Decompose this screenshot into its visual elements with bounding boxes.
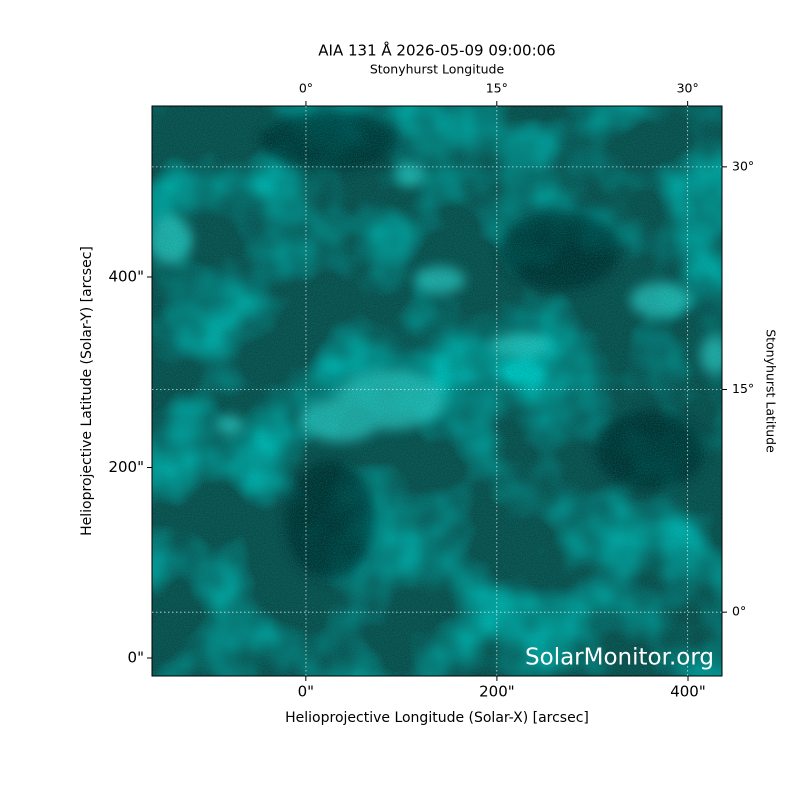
x-tick-label: 0" xyxy=(298,683,314,701)
watermark: SolarMonitor.org xyxy=(525,645,714,671)
x2-tick-label: 0° xyxy=(299,81,313,96)
y-tick-label: 400" xyxy=(108,267,144,285)
solar-image xyxy=(152,106,722,676)
x2-tick-label: 15° xyxy=(486,81,508,96)
y2-tick-label: 30° xyxy=(732,158,754,173)
x2-tick-label: 30° xyxy=(677,81,699,96)
y2-tick-label: 15° xyxy=(732,381,754,396)
x2-axis-label: Stonyhurst Longitude xyxy=(370,62,505,77)
chart-title: AIA 131 Å 2026-05-09 09:00:06 xyxy=(318,41,555,60)
x-tick-label: 200" xyxy=(479,683,515,701)
y-axis-label: Helioprojective Latitude (Solar-Y) [arcs… xyxy=(79,246,95,536)
y-tick-label: 200" xyxy=(108,458,144,476)
x-tick-label: 400" xyxy=(670,683,706,701)
y2-tick-label: 0° xyxy=(732,604,746,619)
y-tick-label: 0" xyxy=(128,648,144,666)
y2-axis-label: Stonyhurst Latitude xyxy=(764,329,779,453)
plot-frame xyxy=(151,105,723,677)
x-axis-label: Helioprojective Longitude (Solar-X) [arc… xyxy=(285,710,589,726)
